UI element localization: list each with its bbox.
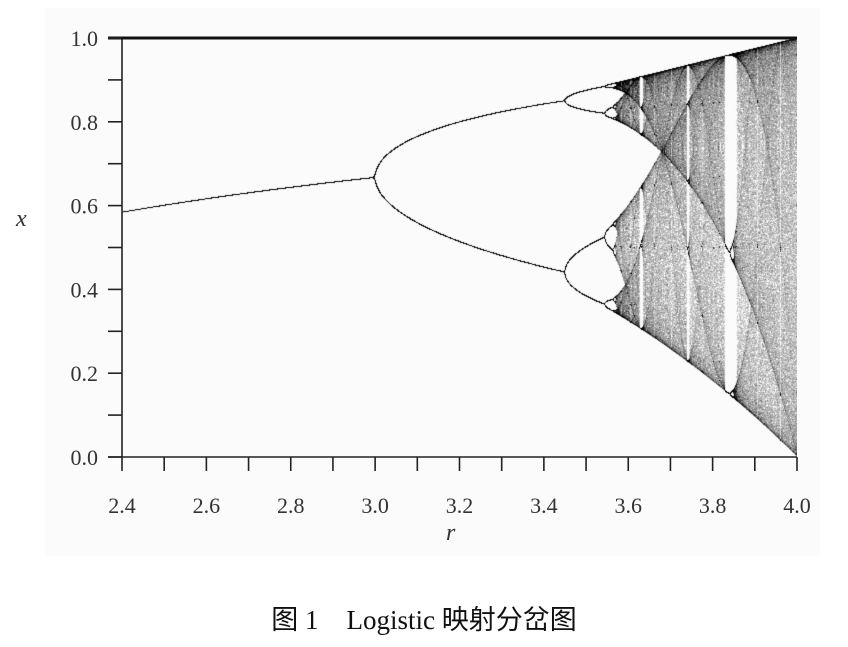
y-tick-label: 0.8 [71, 110, 99, 135]
x-tick-label: 3.0 [361, 493, 389, 518]
figure-caption: 图 1 Logistic 映射分岔图 [0, 598, 848, 637]
x-tick-label: 2.4 [108, 493, 136, 518]
x-tick-label: 3.6 [615, 493, 643, 518]
x-tick-label: 4.0 [783, 493, 811, 518]
chart-axes: 0.0 0.2 0.4 0.6 0.8 1.0 2.4 2.6 2.8 3.0 3.2 3.4 3.6 3… [71, 26, 811, 518]
x-tick-label: 3.2 [446, 493, 474, 518]
x-tick-label: 3.4 [530, 493, 558, 518]
y-tick-label: 0.6 [71, 194, 99, 219]
bifurcation-points [122, 38, 797, 457]
y-tick-label: 0.2 [71, 361, 99, 386]
x-tick-label: 2.8 [277, 493, 305, 518]
y-tick-label: 1.0 [71, 26, 99, 51]
figure-title: Logistic 映射分岔图 [346, 605, 577, 635]
y-axis-label: x [16, 206, 27, 232]
x-axis-label: r [446, 520, 456, 546]
y-tick-label: 0.4 [71, 277, 99, 302]
x-tick-label: 2.6 [193, 493, 221, 518]
x-tick-label: 3.8 [699, 493, 727, 518]
figure-number: 图 1 [271, 605, 319, 635]
y-tick-label: 0.0 [71, 445, 99, 470]
